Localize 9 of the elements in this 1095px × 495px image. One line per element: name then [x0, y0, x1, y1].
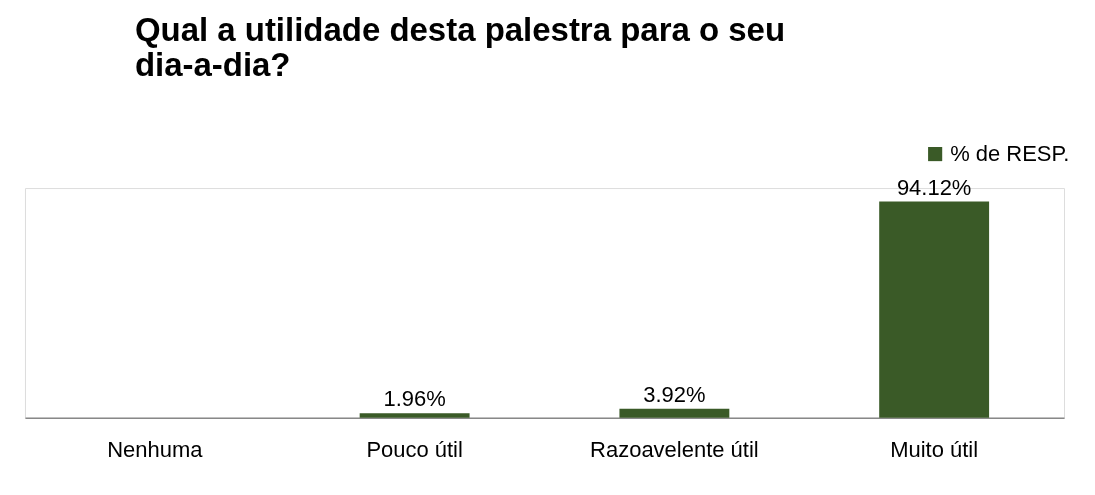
- chart-title: Qual a utilidade desta palestra para o seu dia-a-dia?: [134, 11, 786, 84]
- x-tick-label: Nenhuma: [107, 437, 204, 463]
- data-label: 3.92%: [643, 381, 706, 407]
- x-tick-label: Razoavelente útil: [590, 437, 759, 463]
- data-label: 94.12%: [896, 174, 972, 200]
- x-tick-label: Pouco útil: [366, 437, 463, 463]
- legend-label: % de RESP.: [950, 141, 1070, 167]
- x-tick-label: Muito útil: [890, 437, 979, 463]
- data-label: 1.96%: [383, 386, 446, 412]
